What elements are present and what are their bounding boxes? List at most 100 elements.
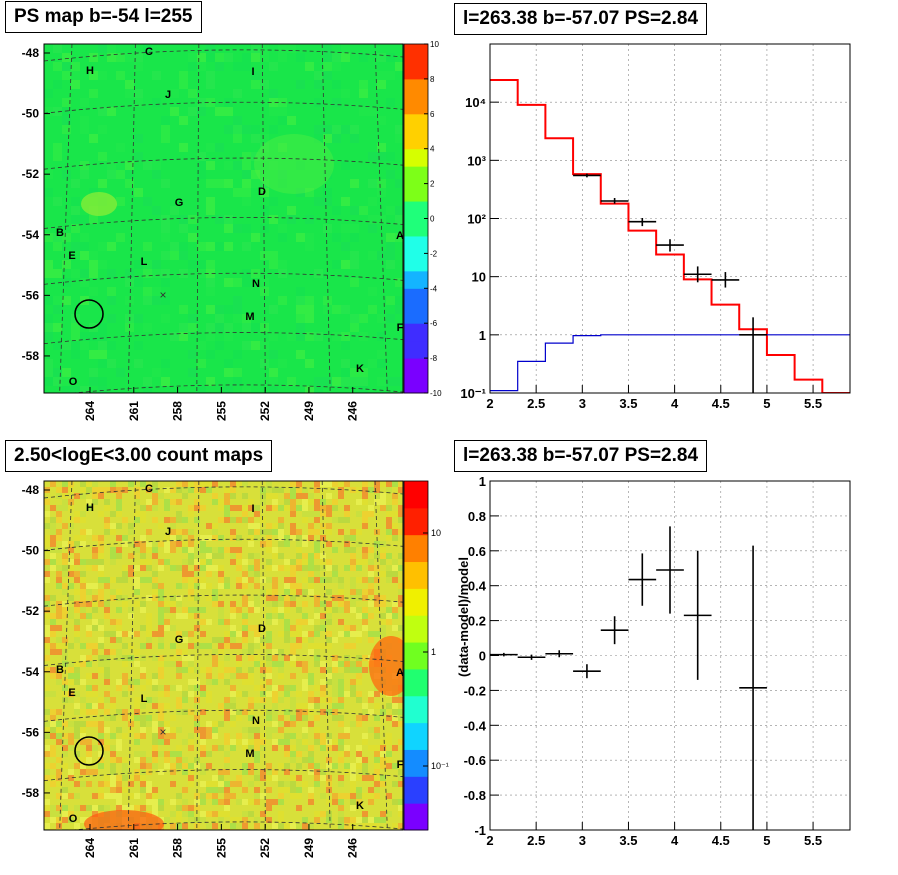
map-cell (188, 571, 194, 577)
map-cell (242, 577, 248, 583)
map-cell (206, 161, 215, 170)
map-cell (206, 350, 215, 359)
map-cell (86, 703, 92, 709)
map-cell (146, 643, 152, 649)
x-tick-label: 258 (171, 838, 185, 858)
map-cell (194, 505, 200, 511)
map-cell (53, 62, 62, 71)
map-cell (398, 709, 403, 715)
map-cell (254, 505, 260, 511)
map-cell (44, 107, 53, 116)
map-cell (350, 721, 356, 727)
map-cell (326, 565, 332, 571)
map-cell (143, 323, 152, 332)
map-cell (314, 134, 323, 143)
map-cell (116, 745, 122, 751)
map-cell (92, 643, 98, 649)
map-cell (140, 781, 146, 787)
map-cell (197, 260, 206, 269)
map-cell (332, 260, 341, 269)
map-cell (92, 619, 98, 625)
map-cell (56, 643, 62, 649)
map-cell (182, 823, 188, 829)
map-cell (260, 179, 269, 188)
map-cell (140, 541, 146, 547)
map-cell (140, 757, 146, 763)
map-cell (332, 739, 338, 745)
map-cell (284, 589, 290, 595)
map-cell (398, 487, 403, 493)
map-cell (290, 583, 296, 589)
map-cell (176, 631, 182, 637)
map-cell (251, 134, 260, 143)
map-cell (122, 541, 128, 547)
map-cell (278, 517, 284, 523)
map-cell (128, 715, 134, 721)
map-cell (356, 721, 362, 727)
map-cell (350, 799, 356, 805)
map-cell (242, 679, 248, 685)
map-cell (242, 769, 248, 775)
map-cell (218, 547, 224, 553)
map-cell (236, 547, 242, 553)
map-cell (53, 152, 62, 161)
map-cell (314, 715, 320, 721)
map-cell (380, 757, 386, 763)
map-cell (152, 71, 161, 80)
map-cell (308, 535, 314, 541)
map-cell (374, 733, 380, 739)
map-cell (320, 661, 326, 667)
map-cell (44, 188, 53, 197)
map-cell (374, 595, 380, 601)
map-cell (320, 613, 326, 619)
cross-marker: × (159, 725, 166, 739)
map-cell (206, 278, 215, 287)
map-cell (218, 613, 224, 619)
y-tick-label: -50 (22, 544, 40, 558)
map-cell (200, 745, 206, 751)
map-cell (116, 493, 122, 499)
map-cell (350, 775, 356, 781)
map-cell (98, 697, 104, 703)
map-cell (218, 553, 224, 559)
map-cell (68, 607, 74, 613)
map-cell (290, 577, 296, 583)
map-cell (224, 697, 230, 703)
map-cell (338, 577, 344, 583)
map-cell (44, 811, 50, 817)
map-cell (158, 709, 164, 715)
map-cell (248, 811, 254, 817)
map-cell (176, 703, 182, 709)
map-cell (251, 179, 260, 188)
map-cell (314, 386, 323, 393)
map-cell (68, 481, 74, 487)
map-cell (254, 529, 260, 535)
source-label-a: A (396, 230, 404, 242)
colorbar-tick-label: 8 (430, 75, 435, 84)
map-cell (284, 733, 290, 739)
map-cell (104, 499, 110, 505)
map-cell (224, 709, 230, 715)
spec-y-tick-label: 10⁻¹ (460, 386, 486, 401)
map-cell (116, 649, 122, 655)
map-cell (62, 260, 71, 269)
map-cell (74, 541, 80, 547)
map-cell (122, 487, 128, 493)
map-cell (158, 733, 164, 739)
map-cell (98, 359, 107, 368)
map-cell (122, 715, 128, 721)
map-cell (110, 751, 116, 757)
map-cell (314, 577, 320, 583)
map-cell (278, 655, 284, 661)
map-cell (74, 721, 80, 727)
map-cell (140, 775, 146, 781)
map-cell (332, 499, 338, 505)
map-cell (161, 116, 170, 125)
map-cell (344, 823, 350, 829)
map-cell (266, 535, 272, 541)
map-cell (170, 535, 176, 541)
map-cell (323, 53, 332, 62)
map-cell (80, 727, 86, 733)
source-label-f: F (397, 759, 404, 771)
map-cell (197, 341, 206, 350)
